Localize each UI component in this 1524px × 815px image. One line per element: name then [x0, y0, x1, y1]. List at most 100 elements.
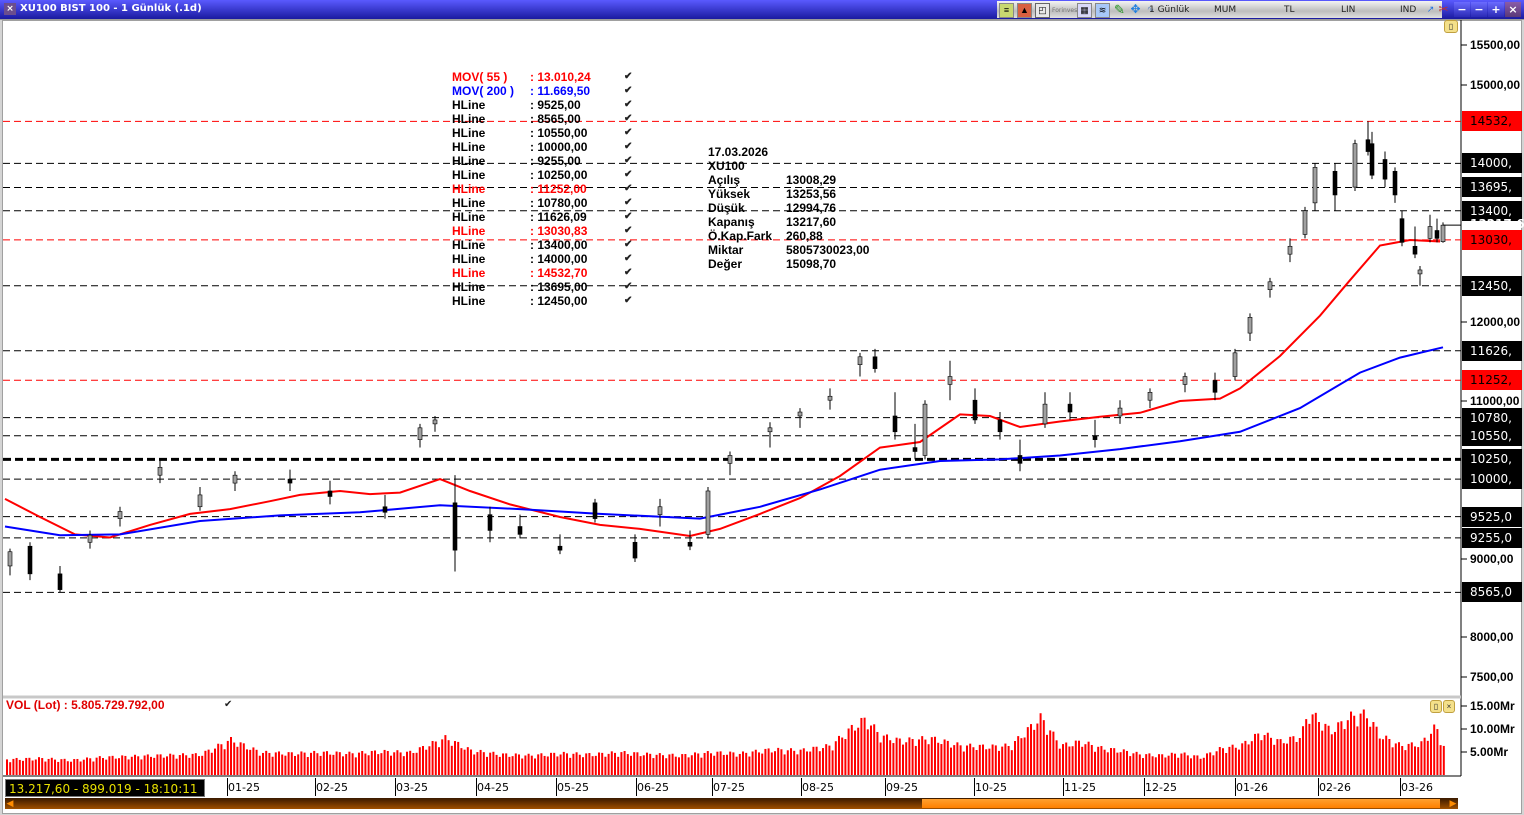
volume-bar [1023, 737, 1026, 775]
visible-check-icon[interactable]: ✔ [624, 169, 633, 180]
currency-selector[interactable]: TL [1284, 5, 1295, 15]
window-icon[interactable]: ◰ [1035, 3, 1050, 18]
legend-row: HLine: 9255,00 ✔ [452, 154, 636, 168]
volume-bar [127, 759, 130, 775]
volume-bar [751, 751, 754, 775]
minimize-button[interactable]: − [1454, 2, 1470, 17]
volume-bar [534, 758, 536, 775]
hline-price-tag: 12450, [1462, 275, 1522, 296]
indicator-selector[interactable]: IND [1400, 5, 1417, 15]
panel-maximize-button[interactable]: ▯ [1444, 20, 1458, 33]
volume-bar [546, 756, 549, 775]
volume-bar [1263, 735, 1266, 775]
volume-bar [239, 742, 242, 775]
volume-bar [1180, 753, 1183, 775]
legend-label: HLine [452, 196, 486, 210]
volume-bar [313, 750, 316, 775]
volume-bar [1298, 738, 1301, 775]
volume-bar [671, 753, 674, 775]
volume-bar [364, 753, 367, 775]
wave-icon[interactable]: ∿ [1146, 4, 1155, 14]
legend-label: HLine [452, 294, 486, 308]
info-key: Yüksek [708, 187, 751, 201]
chart-type-icon[interactable]: ▲ [1017, 3, 1032, 18]
legend-label: HLine [452, 238, 486, 252]
pencil-icon[interactable]: ✎ [1114, 2, 1125, 17]
volume-bar [930, 737, 933, 775]
restore-button[interactable]: − [1471, 2, 1487, 17]
volume-bar [834, 741, 837, 775]
chart-style-selector[interactable]: MUM [1214, 5, 1237, 15]
indicator-grid-icon[interactable]: ▦ [1077, 3, 1092, 18]
volume-visible-check-icon[interactable]: ✔ [224, 699, 233, 710]
visible-check-icon[interactable]: ✔ [624, 155, 633, 166]
volume-bar [969, 743, 972, 775]
time-tick [712, 778, 713, 796]
visible-check-icon[interactable]: ✔ [624, 141, 633, 152]
volume-panel-close-button[interactable]: × [1443, 700, 1455, 713]
visible-check-icon[interactable]: ✔ [624, 197, 633, 208]
volume-bar [924, 739, 927, 775]
template-icon[interactable]: ≡ [999, 3, 1014, 18]
candle-body [857, 356, 863, 365]
close-button[interactable]: × [1505, 2, 1521, 17]
volume-bar [1372, 722, 1375, 775]
volume-bar [1206, 753, 1208, 775]
volume-bar [198, 756, 200, 775]
compare-icon[interactable]: ≋ [1095, 3, 1110, 18]
volume-bar [934, 736, 936, 775]
visible-check-icon[interactable]: ✔ [624, 267, 633, 278]
volume-bar [812, 746, 815, 775]
volume-bar [386, 751, 389, 775]
time-tick [801, 778, 802, 796]
visible-check-icon[interactable]: ✔ [624, 85, 633, 96]
volume-bar [438, 747, 440, 775]
maximize-button[interactable]: + [1488, 2, 1504, 17]
move-icon[interactable]: ✥ [1130, 2, 1141, 16]
volume-bar [1062, 744, 1064, 775]
chart-frame [2, 20, 1522, 814]
visible-check-icon[interactable]: ✔ [624, 295, 633, 306]
scroll-thumb[interactable] [922, 799, 1440, 808]
volume-panel-maximize-button[interactable]: ▯ [1430, 700, 1442, 713]
candle-body [7, 551, 13, 567]
scale-selector[interactable]: LIN [1341, 5, 1356, 15]
scroll-left-icon[interactable]: ◀ [6, 798, 14, 808]
scroll-right-icon[interactable]: ▶ [1449, 798, 1457, 808]
visible-check-icon[interactable]: ✔ [624, 211, 633, 222]
close-icon[interactable]: × [4, 3, 16, 15]
volume-bar [735, 756, 738, 775]
volume-bar [1442, 745, 1445, 775]
visible-check-icon[interactable]: ✔ [624, 281, 633, 292]
volume-bar [1254, 733, 1256, 775]
volume-bar [1346, 720, 1349, 775]
volume-bar [409, 750, 412, 775]
visible-check-icon[interactable]: ✔ [624, 225, 633, 236]
volume-bar [380, 753, 383, 775]
volume-bar [1039, 713, 1042, 775]
visible-check-icon[interactable]: ✔ [624, 113, 633, 124]
volume-bar [668, 754, 671, 775]
visible-check-icon[interactable]: ✔ [624, 183, 633, 194]
period-selector[interactable]: 1 Günlük [1149, 5, 1190, 15]
arrow-icon[interactable]: ↗ [1426, 4, 1435, 14]
legend-value: : 9525,00 [530, 98, 581, 112]
candle-body [727, 455, 733, 464]
visible-check-icon[interactable]: ✔ [624, 71, 633, 82]
visible-check-icon[interactable]: ✔ [624, 127, 633, 138]
horizontal-scrollbar[interactable]: ◀ ▶ [5, 798, 1458, 809]
candle-body [1092, 435, 1098, 440]
volume-bar [319, 755, 322, 775]
volume-bar [284, 755, 287, 775]
volume-bar [998, 750, 1000, 775]
legend-row: HLine: 14000,00 ✔ [452, 252, 636, 266]
tools-icon[interactable]: ✂ [1438, 2, 1449, 16]
visible-check-icon[interactable]: ✔ [624, 253, 633, 264]
legend-label: HLine [452, 210, 486, 224]
visible-check-icon[interactable]: ✔ [624, 239, 633, 250]
volume-bar [146, 754, 149, 775]
visible-check-icon[interactable]: ✔ [624, 99, 633, 110]
volume-bar [434, 741, 437, 775]
volume-bar [655, 754, 658, 775]
